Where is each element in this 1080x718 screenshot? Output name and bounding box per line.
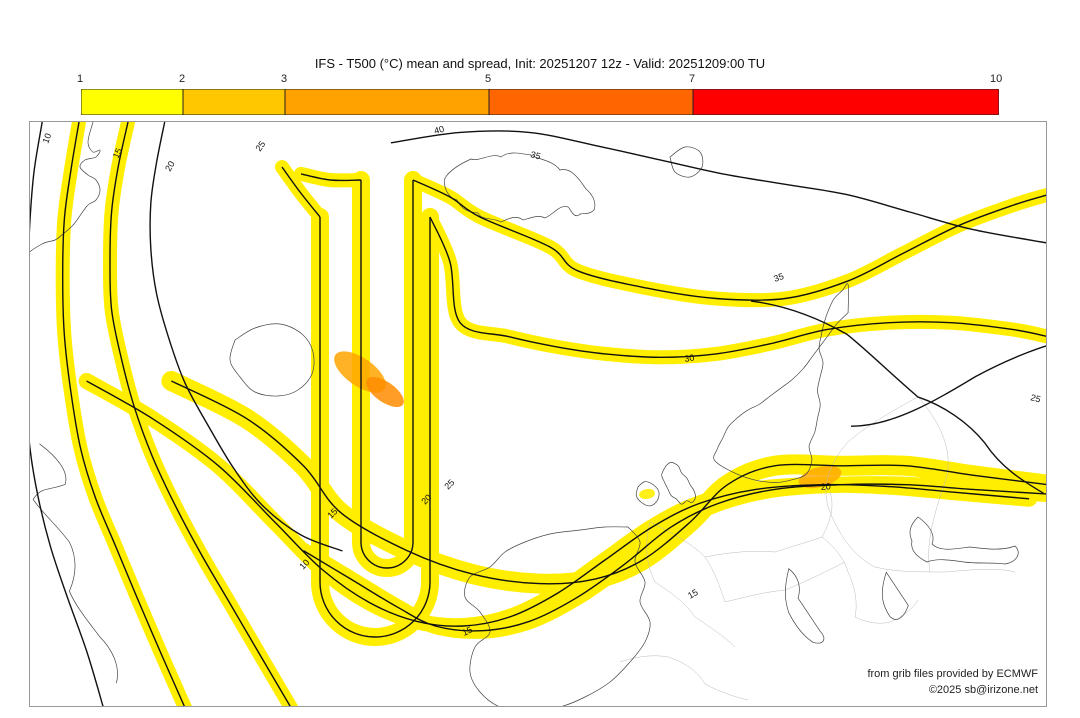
svg-text:20: 20 [820,481,831,492]
svg-text:30: 30 [684,352,696,364]
